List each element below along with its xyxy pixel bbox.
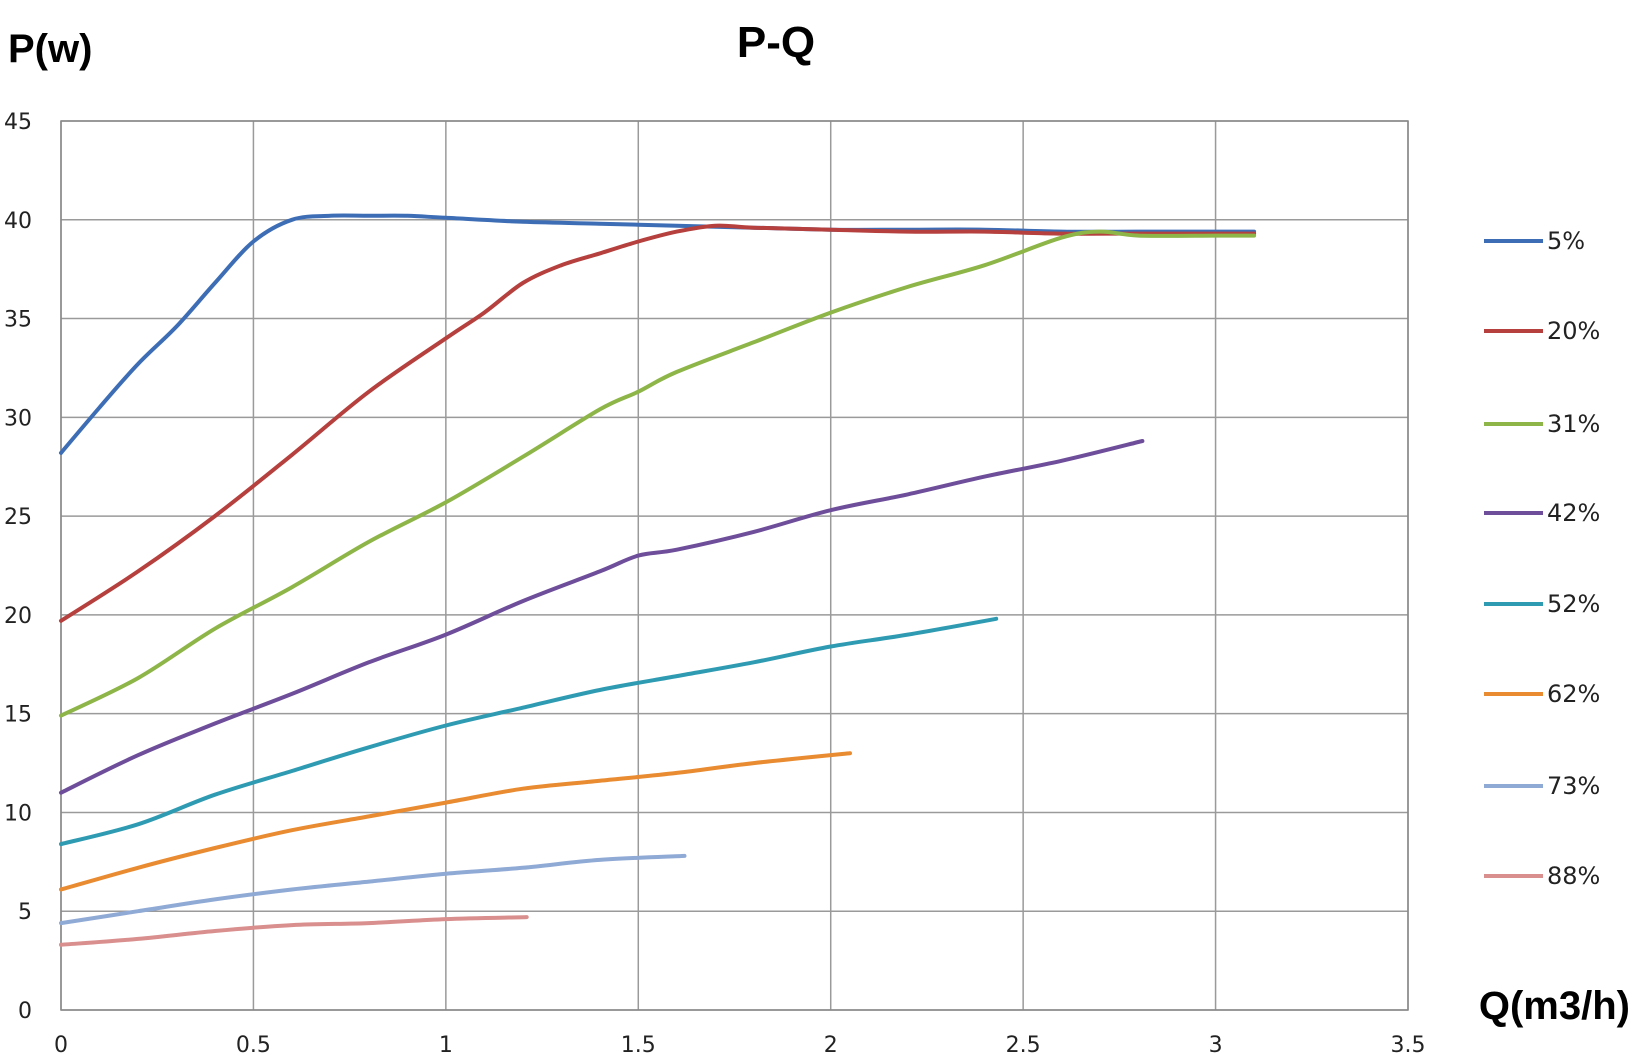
series-line-42pct xyxy=(59,439,1145,795)
y-tick-label: 0 xyxy=(18,999,32,1024)
chart-series xyxy=(59,213,1257,947)
x-tick-label: 2 xyxy=(824,1033,838,1058)
x-tick-label: 0 xyxy=(54,1033,68,1058)
legend-label: 31% xyxy=(1547,410,1600,438)
legend-label: 20% xyxy=(1547,317,1600,345)
legend-label: 52% xyxy=(1547,590,1600,618)
series-line-73pct xyxy=(59,853,687,926)
x-axis-tick-labels: 0 0.5 1 1.5 2 2.5 3 3.5 xyxy=(54,1033,1426,1058)
y-tick-label: 30 xyxy=(4,406,32,431)
legend-label: 42% xyxy=(1547,499,1600,527)
x-tick-label: 0.5 xyxy=(236,1033,271,1058)
legend-label: 73% xyxy=(1547,772,1600,800)
y-tick-label: 35 xyxy=(4,308,32,333)
plot-area-frame xyxy=(60,120,1409,1011)
chart-title: P-Q xyxy=(737,18,815,67)
y-axis-tick-labels: 0 5 10 15 20 25 30 35 40 45 xyxy=(4,110,32,1024)
legend-label: 5% xyxy=(1547,227,1585,255)
series-line-52pct xyxy=(59,616,999,847)
y-tick-label: 20 xyxy=(4,604,32,629)
series-line-20pct xyxy=(59,223,1257,623)
y-tick-label: 25 xyxy=(4,505,32,530)
y-tick-label: 45 xyxy=(4,110,32,135)
y-axis-title: P(w) xyxy=(8,27,92,71)
chart-legend: 5% 20% 31% 42% 52% 62% 73% 88% xyxy=(1484,227,1600,890)
y-tick-label: 40 xyxy=(4,209,32,234)
y-tick-label: 10 xyxy=(4,801,32,826)
y-tick-label: 15 xyxy=(4,703,32,728)
x-tick-label: 3.5 xyxy=(1391,1033,1426,1058)
series-line-62pct xyxy=(59,751,852,892)
y-tick-label: 5 xyxy=(18,900,32,925)
chart-grid xyxy=(60,120,1409,1011)
x-tick-label: 3 xyxy=(1209,1033,1223,1058)
x-axis-title: Q(m3/h) xyxy=(1479,984,1630,1028)
x-tick-label: 1 xyxy=(439,1033,453,1058)
x-tick-label: 2.5 xyxy=(1006,1033,1041,1058)
legend-label: 88% xyxy=(1547,862,1600,890)
x-tick-label: 1.5 xyxy=(621,1033,656,1058)
legend-label: 62% xyxy=(1547,680,1600,708)
series-line-31pct xyxy=(59,229,1257,718)
series-line-88pct xyxy=(59,915,529,947)
